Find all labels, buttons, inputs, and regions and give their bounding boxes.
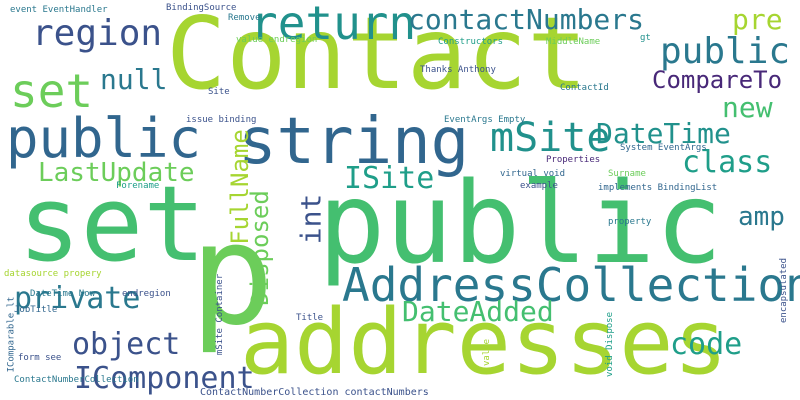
word-binding-source: BindingSource: [166, 3, 237, 13]
word-example: example: [520, 181, 558, 191]
word-contactnumbercollection-line: ContactNumberCollection contactNumbers: [200, 387, 429, 398]
word-surname: Surname: [608, 169, 646, 179]
word-private: private: [14, 281, 141, 316]
word-void-dispose: void Dispose: [605, 311, 616, 378]
word-virtual-void: virtual void: [500, 169, 566, 179]
word-contact: Contact: [166, 0, 588, 112]
word-datasource: datasource propery: [4, 269, 102, 279]
word-public-left: public: [6, 107, 202, 170]
word-jobtitle: JobTitle: [14, 305, 58, 315]
word-code: code: [670, 327, 743, 362]
word-amp: amp: [738, 202, 785, 232]
word-addresses: addresses: [240, 290, 728, 395]
word-thanks: Thanks Anthony: [420, 65, 496, 75]
word-properties: Properties: [546, 155, 601, 165]
word-remove: Remove: [228, 13, 261, 23]
word-property: property: [608, 217, 652, 227]
word-msite: mSite: [490, 115, 611, 161]
word-value-small: value: [482, 338, 493, 367]
word-icomparable: IComparable lt: [6, 296, 17, 373]
word-middlename: MiddleName: [546, 37, 601, 47]
word-msite-container: mSite Container: [215, 273, 226, 356]
word-int: int: [294, 193, 328, 245]
word-contactid: ContactId: [560, 83, 609, 93]
word-pre: pre: [732, 3, 783, 36]
word-new: new: [722, 91, 773, 124]
word-gt: gt: [640, 33, 651, 43]
word-compareto: CompareTo: [652, 66, 783, 94]
word-endregion: endregion: [122, 289, 171, 299]
word-value-endregion: value endregion: [236, 35, 318, 45]
word-addresscollection: AddressCollection: [342, 258, 800, 312]
word-datetime: DateTime: [596, 117, 731, 150]
word-implements: implements BindingList: [598, 183, 718, 193]
word-disposed: Disposed: [245, 190, 274, 306]
word-site: Site: [208, 87, 230, 97]
word-issue-binding: issue binding: [186, 115, 257, 125]
word-null: null: [100, 63, 168, 96]
word-contactnumbers: contactNumbers: [408, 3, 645, 36]
word-contactnumbercollection-small: ContactNumberCollection: [14, 375, 139, 385]
word-event-handler: event EventHandler: [10, 5, 108, 15]
word-lastupdate: LastUpdate: [38, 158, 195, 188]
word-object: object: [72, 327, 181, 362]
word-encapsulated: encapsulated: [779, 257, 790, 324]
word-eventargs-empty: EventArgs Empty: [444, 115, 526, 125]
word-string: string: [238, 105, 470, 179]
word-class: class: [682, 145, 773, 180]
word-title: Title: [296, 313, 324, 323]
word-set-left: set: [10, 64, 94, 118]
word-return: return: [250, 0, 417, 50]
word-forename: Forename: [116, 181, 160, 191]
word-dateadded: DateAdded: [402, 295, 554, 328]
word-datetime-now: DateTime Now: [30, 289, 96, 299]
word-form-see: form see: [18, 353, 62, 363]
word-p: p: [190, 194, 275, 357]
word-system-eventargs: System EventArgs: [620, 143, 707, 153]
word-icomponent: IComponent: [74, 361, 255, 396]
word-public-big: public: [318, 159, 723, 289]
word-constructors: Constructors: [438, 37, 504, 47]
word-public-right: public: [660, 31, 791, 72]
word-isite: ISite: [344, 161, 435, 196]
word-set-big: set: [18, 163, 206, 285]
word-region: region: [32, 13, 163, 54]
